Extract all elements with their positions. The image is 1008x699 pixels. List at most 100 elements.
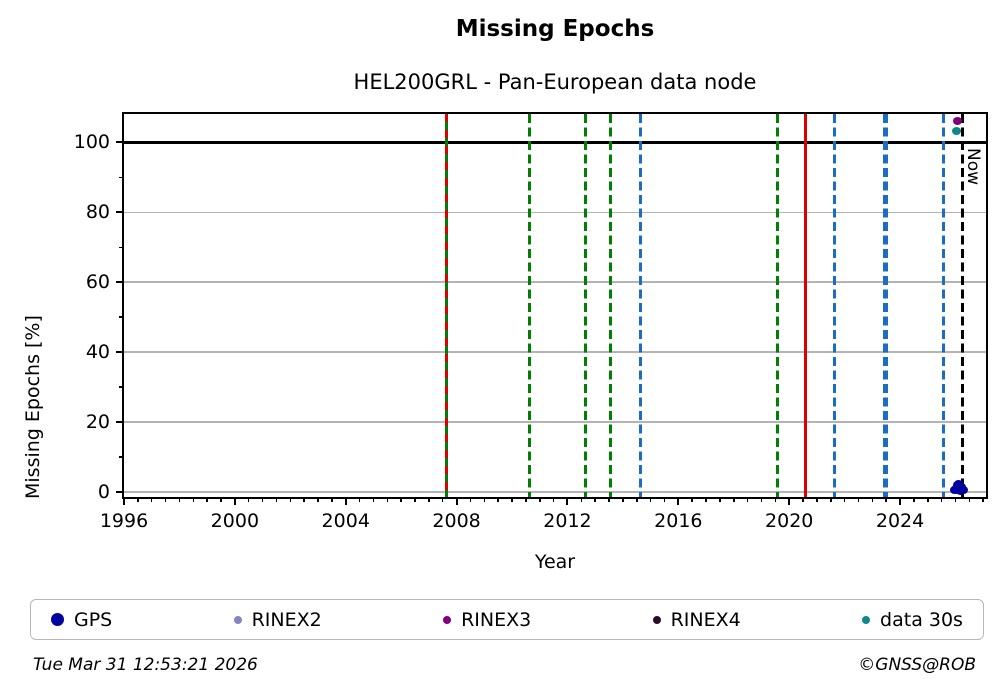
y-major-tick: [116, 351, 124, 354]
legend-item-rinex4: RINEX4: [652, 608, 741, 631]
gridline: [124, 211, 986, 214]
x-minor-tick: [719, 497, 721, 502]
x-minor-tick: [802, 497, 804, 502]
y-major-tick: [116, 141, 124, 144]
x-major-tick: [233, 497, 236, 505]
x-minor-tick: [927, 497, 929, 502]
x-major-tick: [123, 497, 125, 505]
x-minor-tick: [358, 497, 361, 502]
x-minor-tick: [622, 497, 624, 502]
y-minor-tick: [119, 316, 124, 318]
legend-item-rinex2: RINEX2: [233, 608, 322, 631]
legend-marker-icon: [443, 615, 452, 624]
legend-label: RINEX2: [251, 608, 322, 631]
gridline: [124, 351, 986, 353]
y-minor-tick: [119, 386, 124, 388]
legend-box: GPS RINEX2 RINEX3 RINEX4 data 30s: [30, 599, 984, 640]
y-tick-label: 0: [97, 481, 110, 504]
gridline: [124, 281, 986, 283]
x-minor-tick: [317, 497, 319, 502]
x-minor-tick: [428, 497, 430, 502]
x-major-tick: [566, 497, 569, 505]
x-minor-tick: [608, 497, 610, 502]
x-minor-tick: [275, 497, 278, 502]
y-tick-label: 60: [85, 271, 110, 294]
x-minor-tick: [843, 497, 846, 502]
gridline: [124, 491, 986, 493]
chart-title: Missing Epochs: [455, 16, 655, 42]
x-tick-label: 2000: [210, 510, 260, 532]
y-minor-tick: [119, 246, 124, 248]
plot-timestamp: Tue Mar 31 12:53:21 2026: [33, 655, 258, 675]
y-tick-label: 80: [85, 201, 110, 224]
y-major-tick: [116, 211, 124, 214]
legend-item-data-30s: data 30s: [862, 609, 963, 631]
x-minor-tick: [400, 497, 402, 502]
x-minor-tick: [386, 497, 389, 502]
legend-label: RINEX4: [670, 608, 741, 631]
x-minor-tick: [497, 497, 499, 502]
x-minor-tick: [649, 497, 652, 502]
event-line: [882, 114, 889, 497]
y-axis-title: Missing Epochs [%]: [22, 315, 44, 499]
y-minor-tick: [119, 176, 124, 179]
x-tick-label: 2016: [654, 510, 703, 532]
legend-marker-icon: [233, 615, 242, 624]
x-major-tick: [455, 497, 458, 505]
x-minor-tick: [663, 497, 666, 502]
x-minor-tick: [303, 497, 305, 502]
plot-area: Now 1996 2000 2004 2008 2012 2016 2020 2024 0 20 40…: [74, 112, 988, 532]
x-tick-label: 1996: [99, 510, 149, 532]
x-tick-label: 2020: [765, 510, 814, 532]
data-point-data-30s: [952, 127, 962, 136]
x-minor-tick: [247, 497, 250, 502]
y-major-tick: [116, 421, 124, 424]
x-minor-tick: [220, 497, 222, 502]
data-point-rinex3: [953, 116, 963, 125]
x-minor-tick: [469, 497, 472, 502]
gridline: [124, 421, 986, 423]
legend-marker-icon: [862, 615, 871, 624]
x-minor-tick: [261, 497, 264, 502]
legend-marker-icon: [51, 613, 64, 626]
event-line: [833, 114, 837, 497]
x-minor-tick: [954, 497, 957, 502]
x-minor-tick: [414, 497, 416, 502]
x-minor-tick: [206, 497, 208, 502]
x-minor-tick: [940, 497, 943, 502]
legend-marker-icon: [652, 615, 661, 624]
x-minor-tick: [968, 497, 971, 502]
x-minor-tick: [164, 497, 167, 502]
x-minor-tick: [760, 497, 763, 502]
x-minor-tick: [178, 497, 181, 502]
x-minor-tick: [150, 497, 153, 502]
data-point-gps: [958, 485, 968, 494]
legend-label: data 30s: [880, 608, 963, 631]
x-tick-label: 2012: [543, 510, 592, 532]
x-minor-tick: [525, 497, 527, 502]
x-major-tick: [677, 497, 680, 505]
x-minor-tick: [691, 497, 693, 502]
chart-subtitle: HEL200GRL - Pan-European data node: [353, 70, 757, 94]
x-minor-tick: [830, 497, 832, 502]
y-tick-label: 20: [85, 411, 110, 434]
x-minor-tick: [331, 497, 333, 502]
x-tick-label: 2024: [875, 510, 925, 532]
x-minor-tick: [774, 497, 777, 502]
hundred-percent-line: [124, 141, 986, 144]
legend-item-gps: GPS: [51, 609, 112, 631]
legend-label: GPS: [74, 608, 113, 631]
x-axis-title: Year: [534, 551, 576, 573]
x-minor-tick: [192, 497, 195, 502]
now-line: [961, 114, 964, 497]
copyright-credit: ©GNSS@ROB: [858, 655, 976, 675]
event-line-overlay: [444, 114, 448, 497]
event-line: [609, 114, 613, 497]
x-minor-tick: [885, 497, 887, 502]
x-minor-tick: [746, 497, 749, 502]
x-minor-tick: [857, 497, 860, 502]
x-tick-label: 2004: [321, 510, 370, 532]
x-minor-tick: [636, 497, 638, 502]
x-minor-tick: [289, 497, 292, 502]
